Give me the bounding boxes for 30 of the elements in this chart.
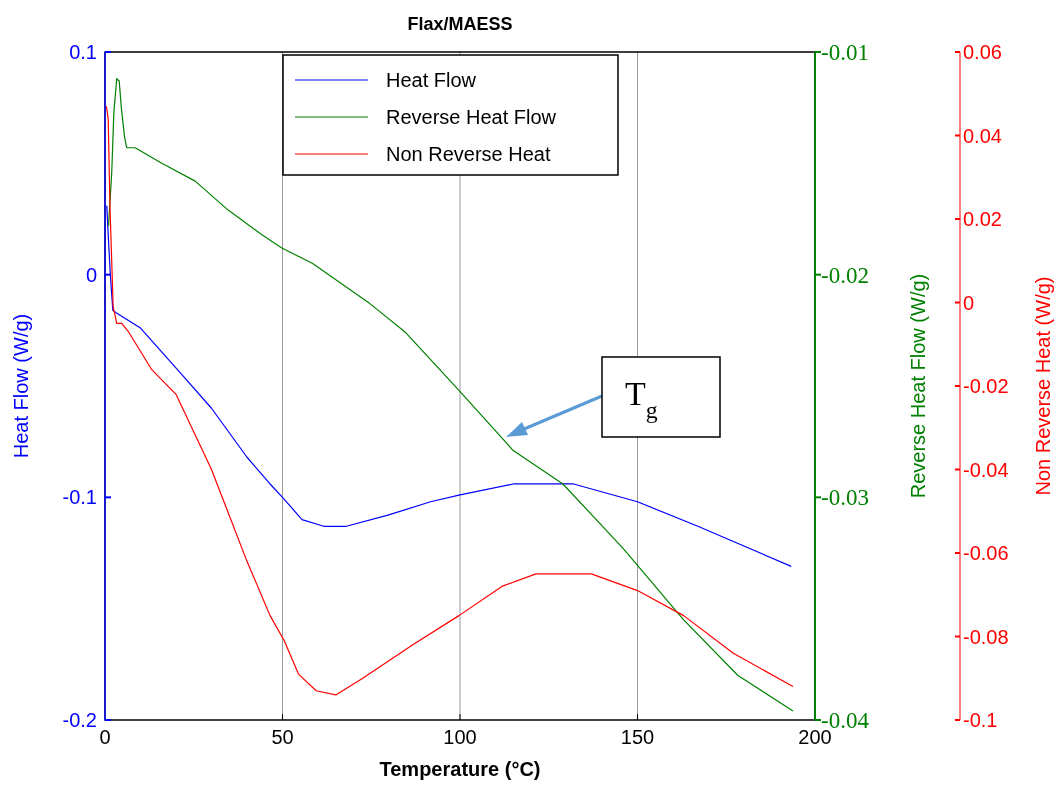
y3-tick-label: -0.06 (963, 542, 1009, 564)
legend-label: Heat Flow (386, 69, 477, 91)
legend-label: Non Reverse Heat (386, 143, 551, 165)
line-series (106, 205, 792, 567)
x-tick-label: 0 (99, 726, 111, 748)
x-tick-label: 150 (620, 726, 655, 748)
y-tick-label: -0.2 (62, 709, 97, 731)
x-axis-title: Temperature (°C) (379, 758, 541, 780)
y3-tick-label: -0.04 (963, 458, 1009, 481)
annotation: T$_{g}$ (625, 375, 658, 423)
y2-axis-title: Reverse Heat Flow (W/g) (907, 273, 929, 499)
y3-tick-label: 0 (963, 291, 975, 314)
y3-tick-label: 0.04 (963, 124, 1002, 147)
y2-tick-label: -0.02 (821, 262, 869, 288)
y3-axis-title: Non Reverse Heat (W/g) (1032, 276, 1054, 496)
y-tick-label: 0.1 (69, 41, 97, 63)
y-axis-title: Heat Flow (W/g) (10, 313, 32, 459)
y-tick-label: -0.1 (62, 486, 97, 509)
y3-tick-label: 0.06 (963, 41, 1002, 63)
y3-tick-label: 0.02 (963, 208, 1002, 230)
x-tick-label: 100 (443, 726, 477, 748)
y2-tick-label: -0.01 (821, 40, 869, 65)
legend-label: Reverse Heat Flow (386, 106, 557, 128)
y2-tick-label: -0.03 (821, 485, 869, 511)
x-tick-label: 50 (271, 726, 294, 748)
y3-tick-label: -0.02 (963, 375, 1009, 397)
chart-title: Flax/MAESS (407, 14, 513, 34)
y-tick-label: 0 (85, 263, 97, 286)
y3-tick-label: -0.08 (963, 625, 1009, 648)
y3-tick-label: -0.1 (963, 709, 998, 731)
